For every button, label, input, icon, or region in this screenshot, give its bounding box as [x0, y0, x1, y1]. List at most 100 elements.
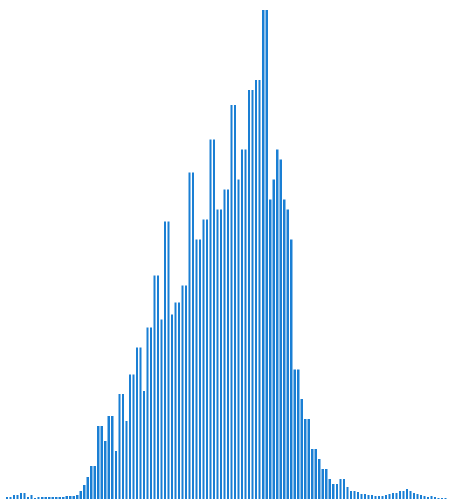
histogram-bar-78	[279, 159, 282, 499]
histogram-bar-108	[384, 495, 388, 499]
histogram-bar-52	[188, 172, 191, 499]
histogram-bar-63	[227, 189, 230, 499]
histogram-bar-86	[307, 419, 310, 499]
histogram-bar-68	[244, 149, 247, 499]
histogram-bar-23	[86, 477, 89, 499]
histogram-bar-35	[128, 374, 131, 499]
histogram-bar-118	[419, 495, 423, 499]
histogram-bar-97	[346, 487, 349, 499]
histogram-bar-96	[342, 479, 345, 499]
histogram-bar-123	[437, 498, 440, 499]
histogram-bar-32	[118, 394, 121, 499]
histogram-bar-124	[440, 498, 444, 499]
histogram-bar-40	[146, 327, 149, 499]
histogram-bar-8	[34, 498, 37, 499]
histogram-bar-89	[318, 459, 321, 499]
histogram-bar-28	[104, 441, 107, 499]
histogram-bar-14	[55, 497, 58, 499]
histogram-bar-22	[83, 485, 86, 499]
histogram-bar-110	[391, 493, 395, 499]
histogram-bar-122	[433, 497, 437, 499]
histogram-bar-80	[286, 209, 289, 499]
histogram-bar-107	[381, 496, 384, 499]
histogram-bar-64	[230, 104, 233, 499]
histogram-bar-5	[23, 493, 26, 499]
histogram-bar-43	[156, 275, 160, 499]
histogram-bar-105	[374, 496, 377, 499]
histogram-bar-58	[209, 139, 212, 499]
histogram-bar-21	[79, 491, 82, 499]
histogram-bar-125	[444, 498, 447, 499]
histogram-bar-92	[328, 479, 331, 499]
histogram-bar-15	[58, 497, 61, 499]
histogram-bar-99	[353, 491, 356, 499]
histogram-bar-55	[198, 239, 202, 499]
histogram-bar-74	[265, 9, 268, 499]
histogram-bar-1	[9, 497, 12, 499]
histogram-bar-4	[20, 493, 23, 499]
histogram-bar-76	[272, 179, 275, 499]
histogram-bar-27	[100, 426, 103, 499]
histogram-bar-95	[339, 479, 342, 499]
histogram-bar-71	[255, 79, 258, 499]
histogram-bar-91	[325, 469, 328, 499]
histogram-bar-53	[191, 172, 195, 499]
histogram-bar-0	[6, 497, 9, 499]
histogram-bar-62	[223, 189, 226, 499]
histogram-bar-10	[41, 497, 44, 499]
histogram-bar-51	[184, 285, 188, 499]
histogram-bar-104	[370, 495, 373, 499]
histogram-bar-19	[72, 496, 75, 499]
histogram-bar-56	[202, 219, 205, 499]
histogram-bar-29	[107, 416, 110, 499]
histogram-bar-2	[13, 495, 16, 499]
histogram-bar-50	[181, 285, 184, 499]
histogram-bar-49	[177, 302, 181, 499]
histogram-bar-45	[163, 221, 167, 499]
histogram-bar-81	[290, 239, 293, 499]
histogram-bar-30	[111, 416, 114, 499]
histogram-bar-100	[356, 492, 359, 499]
histogram-bar-47	[170, 314, 174, 499]
histogram-bar-101	[360, 494, 363, 499]
histogram-bar-111	[395, 493, 398, 499]
histogram-bar-46	[167, 221, 170, 499]
histogram-bar-20	[76, 495, 79, 499]
histogram-bar-119	[423, 496, 426, 499]
histogram-bar-84	[300, 399, 303, 499]
histogram-bar-42	[153, 275, 156, 499]
histogram-bar-66	[237, 179, 240, 499]
histogram-bar-88	[314, 449, 317, 499]
histogram-bar-13	[51, 497, 54, 499]
histogram-bar-115	[409, 491, 412, 499]
histogram-bar-113	[402, 491, 405, 499]
histogram-bar-73	[262, 9, 265, 499]
histogram-bar-26	[97, 426, 100, 499]
histogram-bar-48	[174, 302, 177, 499]
histogram-bar-82	[293, 369, 296, 499]
histogram-bar-112	[398, 491, 402, 499]
histogram-bar-37	[135, 347, 138, 499]
histogram-bar-25	[93, 466, 96, 499]
histogram-bar-33	[121, 394, 124, 499]
histogram-bar-114	[405, 489, 409, 499]
histogram-bar-17	[65, 496, 68, 499]
histogram-bar-103	[367, 495, 370, 499]
histogram-bar-31	[114, 451, 117, 499]
histogram-bar-41	[149, 327, 152, 499]
histogram-bar-90	[321, 469, 324, 499]
histogram-bar-72	[258, 79, 261, 499]
histogram-bar-75	[269, 199, 272, 499]
histogram-bar-36	[132, 374, 135, 499]
histogram-bar-59	[212, 139, 216, 499]
histogram-bar-24	[90, 466, 93, 499]
histogram-bar-6	[27, 497, 30, 499]
histogram-bar-93	[332, 484, 335, 499]
histogram-bar-102	[363, 494, 366, 499]
histogram-bar-70	[251, 89, 254, 499]
histogram-bar-67	[241, 149, 244, 499]
histogram-bar-60	[216, 209, 219, 499]
histogram-bar-117	[416, 494, 419, 499]
histogram-bar-94	[335, 484, 338, 499]
histogram-bar-120	[426, 497, 430, 499]
